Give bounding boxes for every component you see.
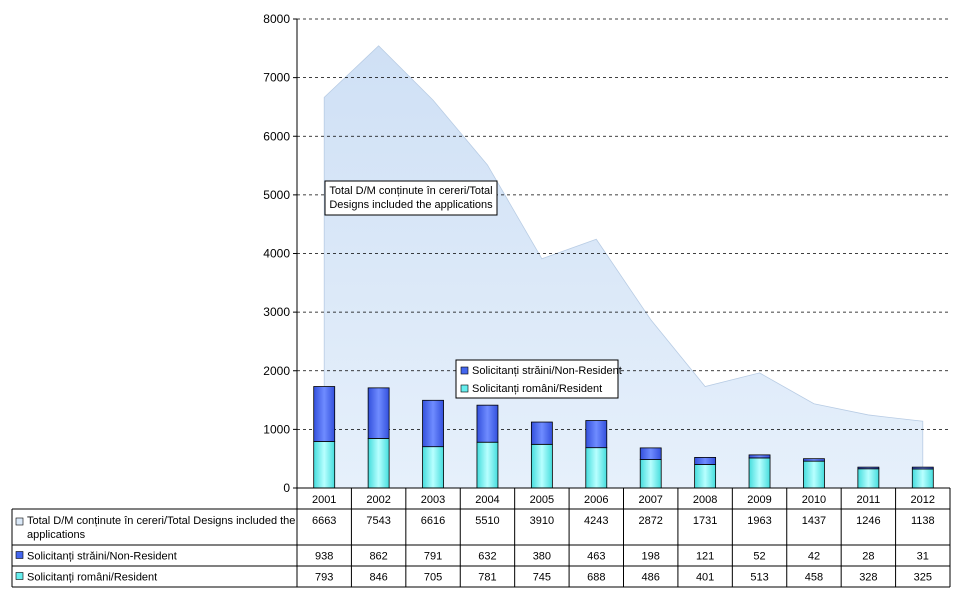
table-cell-value: 380 [533, 551, 551, 563]
y-tick-label: 7000 [263, 71, 290, 85]
area-label-text: Designs included the applications [329, 199, 493, 211]
table-cell-value: 6663 [312, 515, 336, 527]
table-cell-value: 328 [859, 572, 877, 584]
x-tick-label: 2006 [584, 494, 608, 506]
y-tick-label: 0 [283, 481, 290, 495]
bar-non-resident [803, 459, 824, 461]
x-tick-label: 2005 [530, 494, 554, 506]
bar-non-resident [314, 387, 335, 442]
table-cell-value: 938 [315, 551, 333, 563]
table-cell-value: 705 [424, 572, 442, 584]
table-cell-value: 198 [642, 551, 660, 563]
bar-resident [858, 469, 879, 488]
table-cell-value: 4243 [584, 515, 608, 527]
bar-non-resident [423, 400, 444, 446]
area-series-label: Total D/M conținute în cereri/Total Desig… [325, 181, 497, 215]
table-cell-value: 6616 [421, 515, 445, 527]
table-cell-value: 1963 [747, 515, 771, 527]
x-tick-label: 2003 [421, 494, 445, 506]
x-tick-label: 2007 [638, 494, 662, 506]
bar-non-resident [749, 455, 770, 458]
table-cell-value: 52 [753, 551, 765, 563]
bar-resident [803, 461, 824, 488]
x-tick-label: 2008 [693, 494, 717, 506]
table-cell-value: 28 [862, 551, 874, 563]
table-cell-value: 862 [369, 551, 387, 563]
bar-resident [640, 460, 661, 488]
legend-label-non-resident: Solicitanți străini/Non-Resident [472, 365, 622, 377]
plot-area [297, 19, 950, 488]
legend-label-resident: Solicitanți români/Resident [472, 383, 602, 395]
table-cell-value: 42 [808, 551, 820, 563]
bar-non-resident [912, 467, 933, 469]
table-legend-swatch [16, 573, 23, 580]
table-series-label: Solicitanți români/Resident [27, 572, 157, 584]
table-legend-swatch [16, 552, 23, 559]
x-tick-label: 2002 [366, 494, 390, 506]
legend-swatch-non-resident [461, 367, 468, 374]
x-tick-label: 2010 [802, 494, 826, 506]
table-cell-value: 688 [587, 572, 605, 584]
x-tick-label: 2004 [475, 494, 499, 506]
table-cell-value: 121 [696, 551, 714, 563]
table-cell-value: 1437 [802, 515, 826, 527]
bar-resident [695, 464, 716, 488]
bar-resident [477, 442, 498, 488]
table-cell-value: 463 [587, 551, 605, 563]
bar-resident [749, 458, 770, 488]
y-tick-label: 4000 [263, 247, 290, 261]
x-tick-label: 2009 [747, 494, 771, 506]
table-cell-value: 793 [315, 572, 333, 584]
bar-resident [314, 442, 335, 488]
bar-non-resident [858, 467, 879, 469]
x-tick-label: 2011 [857, 494, 881, 506]
bar-non-resident [531, 422, 552, 444]
table-cell-value: 458 [805, 572, 823, 584]
y-tick-label: 8000 [263, 12, 290, 26]
table-cell-value: 7543 [366, 515, 390, 527]
legend: Solicitanți străini/Non-Resident Solicita… [456, 360, 622, 398]
bar-non-resident [586, 421, 607, 448]
x-tick-label: 2001 [312, 494, 336, 506]
table-cell-value: 2872 [638, 515, 662, 527]
bar-resident [423, 447, 444, 488]
data-table: 2001 2002 2003 2004 2005 2006 2007 2008 2009 2010… [12, 488, 950, 587]
legend-swatch-resident [461, 385, 468, 392]
table-cell-value: 1138 [911, 515, 935, 527]
table-cell-value: 513 [750, 572, 768, 584]
y-tick-label: 1000 [263, 422, 290, 436]
bar-resident [531, 444, 552, 488]
y-tick-label: 3000 [263, 305, 290, 319]
table-cell-value: 1246 [856, 515, 880, 527]
bar-non-resident [640, 448, 661, 460]
table-cell-value: 1731 [693, 515, 717, 527]
x-tick-label: 2012 [911, 494, 935, 506]
table-series-label: Solicitanți străini/Non-Resident [27, 551, 177, 563]
table-cell-value: 791 [424, 551, 442, 563]
table-series-label: Total D/M conținute în cereri/Total Desi… [27, 515, 295, 541]
table-cell-value: 401 [696, 572, 714, 584]
table-legend-swatch [16, 518, 23, 525]
table-cell-value: 325 [914, 572, 932, 584]
table-cell-value: 5510 [475, 515, 499, 527]
table-cell-value: 632 [478, 551, 496, 563]
y-tick-label: 6000 [263, 129, 290, 143]
table-cell-value: 3910 [530, 515, 554, 527]
bar-resident [586, 448, 607, 488]
bar-resident [368, 438, 389, 488]
bar-resident [912, 469, 933, 488]
y-tick-label: 2000 [263, 364, 290, 378]
table-cell-value: 745 [533, 572, 551, 584]
bar-non-resident [695, 457, 716, 464]
bar-non-resident [368, 388, 389, 439]
bar-non-resident [477, 405, 498, 442]
table-cell-value: 846 [369, 572, 387, 584]
table-cell-value: 31 [917, 551, 929, 563]
table-cell-value: 781 [478, 572, 496, 584]
area-total-designs [324, 46, 923, 488]
y-tick-label: 5000 [263, 188, 290, 202]
area-label-text: Total D/M conținute în cereri/Total [329, 185, 492, 197]
table-cell-value: 486 [642, 572, 660, 584]
